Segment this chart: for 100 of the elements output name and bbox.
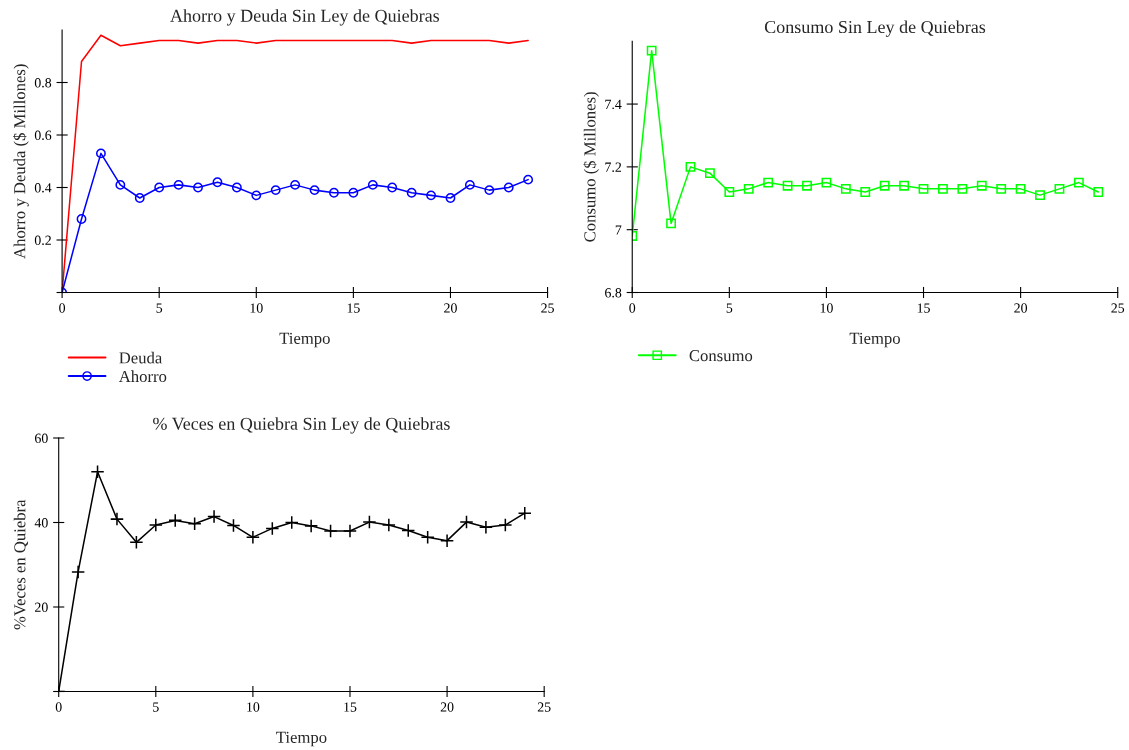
x-tick-label: 10 — [820, 303, 833, 313]
y-tick-label: 20 — [35, 602, 48, 612]
y-axis-title: Consumo ($ Millones) — [583, 92, 599, 242]
point — [401, 523, 416, 538]
y-tick-label: 40 — [34, 518, 48, 528]
point — [342, 523, 358, 538]
point — [207, 509, 222, 524]
point — [109, 512, 124, 527]
point — [168, 513, 183, 528]
point — [187, 516, 202, 531]
point — [71, 564, 86, 579]
point — [90, 464, 105, 479]
point — [685, 161, 696, 172]
x-axis-title: Tiempo — [279, 332, 330, 348]
point — [212, 177, 223, 188]
point — [387, 182, 398, 193]
legend-label: Deuda — [119, 351, 163, 364]
point — [309, 185, 320, 196]
y-tick-label: 0.8 — [34, 78, 52, 88]
point — [821, 177, 832, 188]
point — [193, 182, 203, 193]
point — [96, 148, 106, 159]
x-tick-label: 5 — [156, 303, 163, 313]
point — [1015, 183, 1026, 194]
legend-label: Consumo — [689, 350, 753, 362]
chart-title: Ahorro y Deuda Sin Ley de Quiebras — [170, 9, 440, 26]
point — [704, 168, 715, 179]
point — [440, 533, 455, 548]
legend-label: Ahorro — [118, 370, 167, 383]
point — [445, 193, 456, 203]
point — [367, 179, 378, 190]
point — [498, 518, 513, 533]
point — [879, 180, 890, 191]
point — [860, 187, 871, 197]
x-tick-label: 0 — [629, 303, 636, 313]
point — [270, 185, 281, 196]
point — [763, 177, 774, 188]
point — [129, 535, 144, 550]
x-tick-label: 15 — [917, 303, 930, 313]
point — [666, 218, 677, 229]
point — [304, 518, 319, 533]
point — [426, 190, 436, 201]
x-tick-label: 25 — [1111, 303, 1125, 313]
point — [290, 179, 301, 190]
x-tick-label: 25 — [541, 303, 554, 313]
point — [1093, 187, 1104, 197]
point — [743, 183, 754, 194]
y-tick-label: 7 — [615, 225, 622, 235]
x-tick-label: 5 — [726, 303, 733, 313]
point — [724, 187, 735, 197]
point — [362, 515, 377, 530]
x-tick-label: 5 — [153, 702, 159, 712]
point — [840, 183, 851, 194]
point — [323, 523, 338, 538]
point — [523, 174, 534, 185]
point — [148, 518, 163, 533]
y-tick-label: 7.2 — [605, 162, 622, 172]
point — [1073, 177, 1084, 188]
point — [265, 521, 280, 536]
y-tick-label: 60 — [35, 433, 48, 443]
point — [245, 530, 260, 545]
x-tick-label: 15 — [344, 702, 357, 712]
point — [329, 187, 339, 198]
x-tick-label: 15 — [347, 303, 360, 313]
x-tick-label: 20 — [1014, 303, 1028, 313]
point — [957, 183, 968, 194]
point — [76, 214, 87, 224]
point — [115, 179, 126, 190]
point — [464, 179, 475, 190]
point — [459, 515, 474, 530]
y-tick-label: 6.8 — [605, 288, 622, 298]
point — [484, 185, 495, 196]
point — [406, 187, 417, 198]
x-tick-label: 20 — [444, 303, 457, 313]
x-tick-label: 10 — [247, 702, 260, 712]
y-tick-label: 7.4 — [605, 99, 622, 110]
point — [517, 506, 532, 521]
y-axis-title: %Veces en Quiebra — [13, 499, 28, 630]
point — [976, 180, 987, 191]
y-axis-title: Ahorro y Deuda ($ Millones) — [13, 64, 29, 259]
x-axis-title: Tiempo — [849, 332, 900, 348]
y-tick-label: 0.4 — [34, 183, 52, 193]
point — [1035, 190, 1045, 201]
point — [284, 515, 299, 530]
x-tick-label: 10 — [250, 303, 263, 313]
x-tick-label: 0 — [59, 303, 66, 313]
x-axis-title: Tiempo — [276, 731, 327, 747]
point — [173, 179, 184, 190]
y-tick-label: 0.2 — [34, 235, 51, 246]
x-tick-label: 0 — [55, 702, 62, 712]
point — [918, 183, 929, 194]
chart-title: Consumo Sin Ley de Quiebras — [764, 20, 986, 37]
point — [1054, 183, 1065, 194]
point — [782, 180, 793, 191]
point — [478, 520, 493, 535]
point — [996, 183, 1007, 194]
point — [646, 45, 657, 56]
point — [251, 190, 262, 201]
x-tick-label: 20 — [440, 702, 454, 712]
point — [231, 182, 242, 193]
